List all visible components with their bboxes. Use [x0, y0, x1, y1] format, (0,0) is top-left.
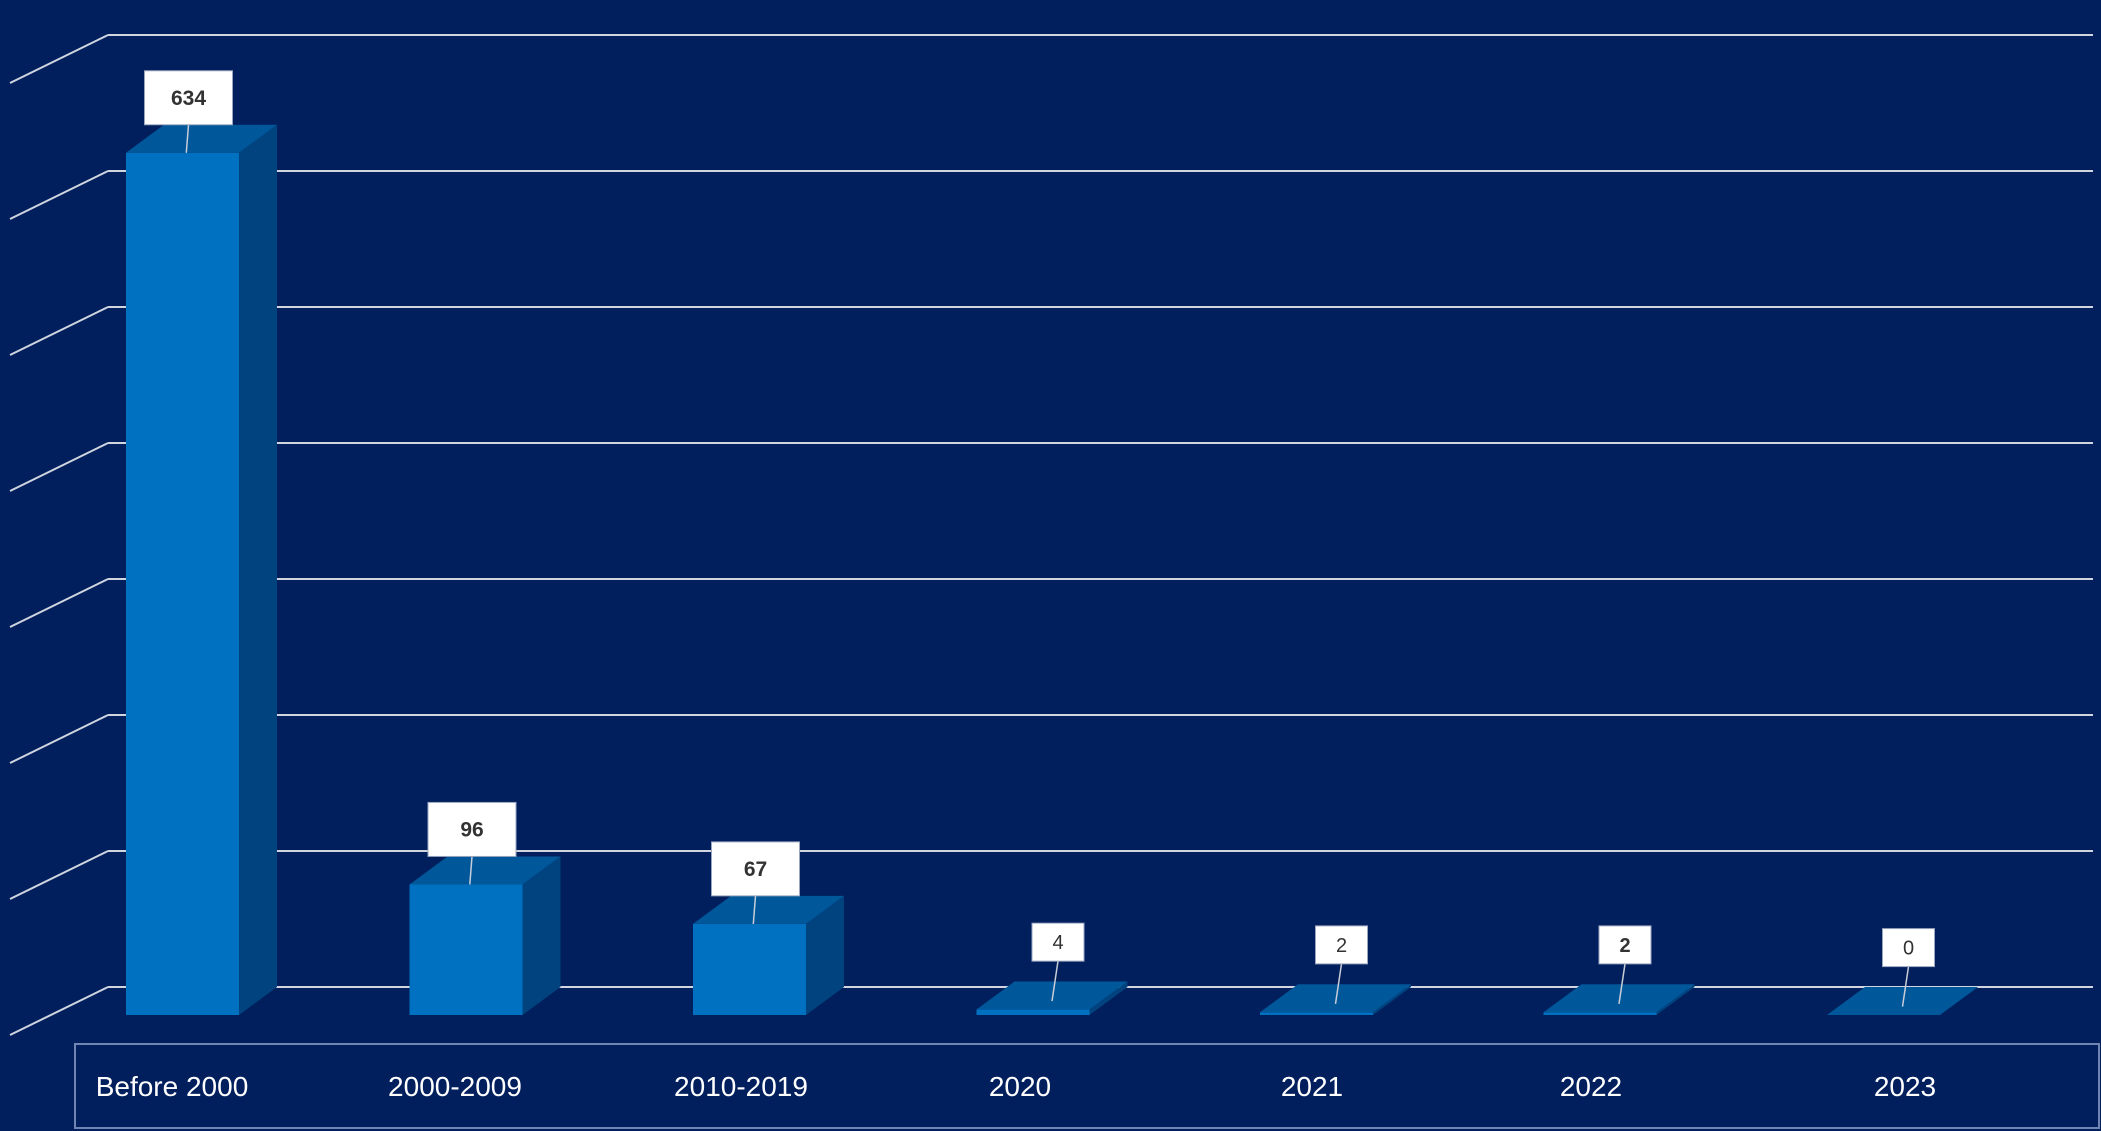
gridline-slant-600: [9, 170, 109, 220]
bar-front-4: [1260, 1012, 1373, 1015]
bar-0: [126, 124, 277, 1015]
data-label-1: 96: [427, 801, 517, 885]
category-label-3: 2020: [989, 1071, 1051, 1102]
data-label-box-3: [1031, 922, 1085, 962]
bar-side-0: [239, 124, 277, 1015]
data-label-box-1: [427, 801, 517, 857]
gridline-slant-300: [9, 578, 109, 628]
data-label-text-3: 4: [1052, 932, 1063, 954]
data-label-4: 2: [1315, 925, 1368, 1004]
gridline-slant-100: [9, 850, 109, 900]
bars: [126, 124, 1978, 1015]
data-label-leader-1: [469, 856, 473, 885]
data-label-3: 4: [1031, 922, 1085, 1002]
data-label-text-0: 634: [171, 87, 206, 110]
bar-1: [409, 856, 561, 1015]
bar-front-1: [409, 884, 523, 1015]
data-label-leader-6: [1901, 966, 1910, 1007]
data-label-text-5: 2: [1619, 935, 1630, 957]
category-labels: Before 2000 2000-2009 2010-2019 2020 2021 202…: [96, 1071, 1936, 1102]
category-label-5: 2022: [1560, 1071, 1622, 1102]
data-label-text-6: 0: [1903, 938, 1914, 960]
data-label-leader-2: [752, 895, 757, 924]
bar-top-3: [976, 981, 1128, 1010]
category-label-1: 2000-2009: [388, 1071, 522, 1102]
gridline-slant-400: [9, 442, 109, 492]
bar-side-1: [522, 856, 561, 1015]
data-label-box-6: [1882, 928, 1935, 968]
bar-4: [1260, 984, 1411, 1015]
data-label-leader-0: [185, 124, 190, 153]
bar-side-5: [1656, 984, 1695, 1015]
data-label-text-1: 96: [460, 818, 483, 841]
gridlines: [9, 34, 2093, 1036]
bar-front-0: [126, 152, 239, 1015]
gridline-slant-200: [9, 714, 109, 764]
bar-front-3: [976, 1009, 1090, 1015]
bar-side-2: [806, 895, 844, 1015]
data-label-text-2: 67: [744, 858, 767, 881]
bar-6: [1827, 987, 1978, 1015]
bar-side-3: [1089, 981, 1128, 1015]
bar-5: [1543, 984, 1695, 1015]
data-label-text-4: 2: [1336, 935, 1347, 957]
data-label-2: 67: [711, 841, 800, 924]
bar-top-0: [126, 124, 277, 153]
bar-top-4: [1260, 984, 1411, 1013]
data-label-box-4: [1315, 925, 1368, 965]
data-label-box-5: [1598, 925, 1652, 965]
bar-side-4: [1373, 984, 1411, 1015]
bar-3: [976, 981, 1128, 1015]
gridline-slant-500: [9, 306, 109, 356]
bar-2: [693, 895, 844, 1015]
category-label-4: 2021: [1281, 1071, 1343, 1102]
bar-top-6: [1827, 987, 1978, 1015]
bar-front-2: [693, 923, 806, 1015]
bar-top-5: [1543, 984, 1695, 1013]
category-label-6: 2023: [1874, 1071, 1936, 1102]
data-label-leader-5: [1618, 963, 1626, 1004]
data-label-box-2: [711, 841, 800, 897]
bar-top-2: [693, 895, 844, 924]
data-label-leader-3: [1051, 961, 1059, 1002]
data-label-box-0: [144, 70, 233, 126]
data-label-5: 2: [1598, 925, 1652, 1004]
bar-top-1: [409, 856, 561, 885]
category-label-0: Before 2000: [96, 1071, 249, 1102]
gridline-slant-0: [9, 986, 109, 1036]
category-axis-box: [74, 1043, 2100, 1129]
category-label-2: 2010-2019: [674, 1071, 808, 1102]
bar-front-5: [1543, 1012, 1657, 1015]
data-label-0: 634: [144, 70, 233, 153]
data-label-6: 0: [1882, 928, 1935, 1007]
data-label-leader-4: [1334, 963, 1343, 1004]
gridline-slant-700: [9, 34, 109, 84]
data-labels: 634 96 67 4 2 2 0: [144, 70, 1935, 1007]
